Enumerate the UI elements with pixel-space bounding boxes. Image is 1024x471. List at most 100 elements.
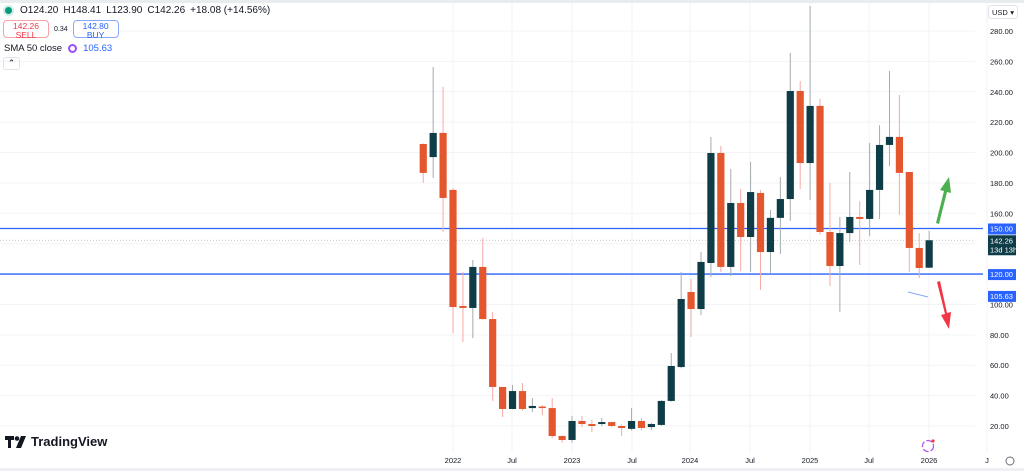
time-axis[interactable]: 2022 Jul 2023 Jul 2024 Jul 2025 Jul 2026 J	[445, 456, 1015, 466]
price-tick-label: 20.00	[990, 422, 1009, 431]
horizontal-levels[interactable]	[0, 227, 983, 275]
open-value: O124.20	[20, 5, 59, 16]
candle-body	[588, 424, 596, 426]
candle-body	[796, 91, 804, 164]
candle-bullish	[707, 136, 715, 278]
sma-price-tag-bg	[988, 290, 1016, 302]
candle-body	[479, 266, 487, 320]
candle-body	[578, 420, 586, 425]
spread-value: 0.34	[54, 25, 68, 33]
sell-button[interactable]: 142.26 SELL	[3, 20, 49, 40]
price-axis[interactable]: 20.00 40.00 60.00 80.00 100.00 160.00 180.00 20…	[988, 27, 1017, 431]
candle-bullish	[568, 415, 576, 443]
tradingview-logo[interactable]: TradingView	[5, 434, 107, 449]
level-120-tag-text: 120.00	[990, 270, 1013, 279]
annotations[interactable]	[907, 177, 951, 453]
candle-bearish	[637, 417, 646, 431]
buy-button[interactable]: 142.80 BUY	[72, 20, 119, 40]
price-tick-label: 280.00	[990, 27, 1013, 36]
candle-bearish	[687, 278, 695, 337]
candle-bearish	[449, 187, 457, 334]
candle-body	[687, 292, 695, 310]
collapse-legend-button[interactable]: ⌃	[3, 57, 20, 70]
candle-bearish	[895, 94, 903, 215]
price-tick-label: 200.00	[990, 149, 1013, 158]
candle-body	[489, 319, 497, 387]
sell-price: 142.26	[13, 21, 39, 31]
candle-bearish	[419, 143, 427, 183]
candle-body	[816, 105, 824, 232]
candle-bullish	[836, 216, 844, 313]
logo-text: TradingView	[31, 434, 108, 449]
candles	[419, 5, 933, 443]
level-120-tag-bg	[988, 269, 1016, 281]
candle-bullish	[647, 422, 655, 430]
indicator-legend[interactable]: SMA 50 close 105.63	[4, 43, 112, 54]
high-value: H148.41	[63, 5, 102, 16]
bottom-border	[0, 468, 1024, 471]
price-tick-label: 60.00	[990, 361, 1009, 370]
candle-bullish	[657, 400, 665, 426]
market-status-icon	[5, 7, 12, 14]
indicator-settings-icon[interactable]	[68, 44, 78, 53]
low-value: L123.90	[106, 5, 143, 16]
candle-body	[627, 420, 636, 429]
candle-bearish	[439, 86, 447, 232]
tradingview-logo-icon	[5, 435, 26, 448]
candle-bullish	[508, 384, 517, 410]
candle-body	[598, 422, 606, 425]
down-arrow-icon[interactable]	[937, 281, 951, 329]
price-tick-label: 260.00	[990, 57, 1013, 66]
price-tick-label: 40.00	[990, 392, 1009, 401]
level-150-tag[interactable]: 150.00	[988, 223, 1016, 235]
candle-bullish	[697, 252, 705, 316]
candle-bullish	[766, 209, 775, 274]
top-border	[0, 0, 1024, 3]
candle-body	[747, 192, 755, 238]
sma-price-tag[interactable]: 105.63	[988, 290, 1016, 302]
candle-body	[528, 405, 536, 409]
candle-bearish	[737, 189, 745, 272]
candle-body	[429, 132, 437, 158]
candle-body	[875, 144, 884, 190]
candle-bullish	[925, 230, 933, 269]
axis-settings-icon[interactable]	[1005, 456, 1015, 466]
candle-body	[499, 386, 507, 409]
time-tick-label: 2022	[445, 456, 462, 465]
candle-body	[667, 365, 675, 401]
candle-bullish	[747, 161, 755, 272]
candle-body	[737, 202, 745, 238]
level-120-tag[interactable]: 120.00	[988, 269, 1016, 281]
candle-body	[915, 247, 923, 269]
time-tick-label: 2024	[682, 456, 699, 465]
sell-label: SELL	[15, 30, 37, 40]
candle-body	[548, 408, 556, 437]
chevron-down-icon: ▾	[1010, 8, 1014, 17]
price-tick-label: 160.00	[990, 209, 1013, 218]
change-value: +18.08 (+14.56%)	[190, 5, 271, 16]
candle-body	[558, 436, 566, 440]
candle-bearish	[618, 424, 626, 437]
candle-body	[618, 426, 626, 428]
candle-bullish	[727, 168, 735, 277]
candle-bullish	[528, 398, 536, 413]
events-icon[interactable]	[921, 439, 935, 453]
candle-body	[518, 391, 527, 409]
close-value: C142.26	[147, 5, 186, 16]
up-arrow-icon[interactable]	[936, 177, 951, 224]
candle-bullish	[429, 67, 437, 178]
last-price-tag-bg	[988, 235, 1016, 256]
candle-bearish	[796, 80, 804, 190]
candle-body	[568, 420, 576, 440]
currency-select[interactable]: USD ▾	[988, 5, 1018, 19]
candle-bearish	[489, 312, 497, 401]
indicator-value: 105.63	[83, 43, 113, 54]
candle-body	[538, 406, 546, 409]
candle-body	[677, 298, 685, 368]
candle-body	[836, 233, 844, 267]
candle-body	[885, 136, 894, 145]
candle-bearish	[479, 237, 487, 320]
candle-bearish	[608, 422, 616, 428]
